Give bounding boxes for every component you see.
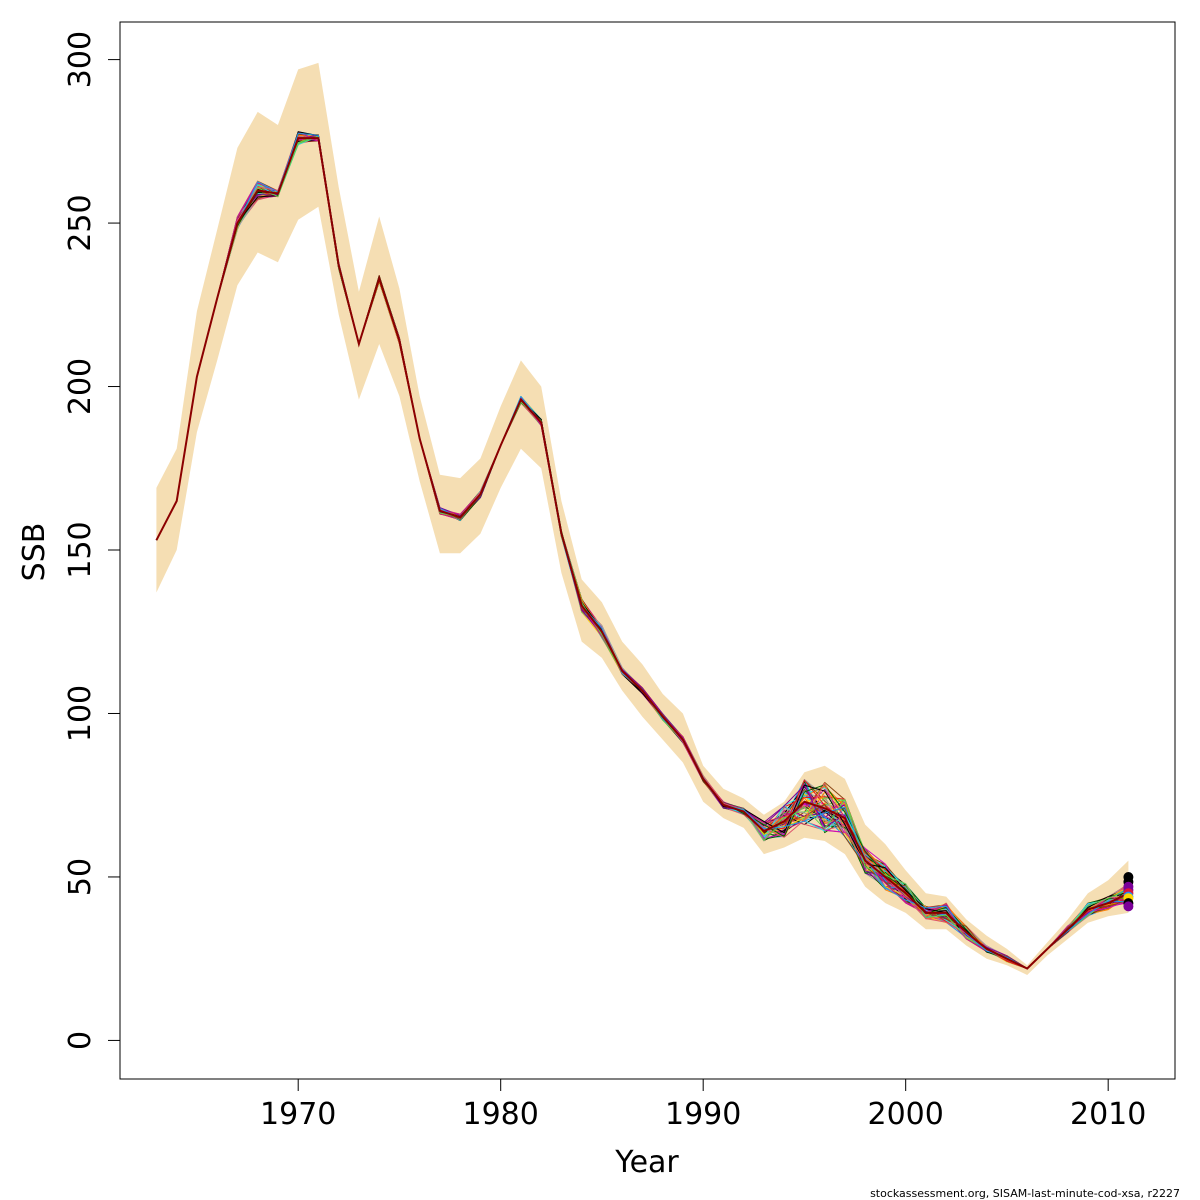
- confidence-band-layer: [156, 62, 1129, 975]
- y-tick-label: 150: [63, 521, 98, 578]
- x-axis-title: Year: [614, 1145, 679, 1180]
- y-tick-label: 0: [63, 1031, 98, 1050]
- x-tick-label: 1990: [665, 1097, 741, 1132]
- x-axis: 1970 1980 1990 2000 2010: [260, 1079, 1146, 1132]
- footnote: stockassessment.org, SISAM-last-minute-c…: [870, 1187, 1180, 1200]
- endpoint-points-layer: [1123, 872, 1134, 912]
- y-tick-label: 300: [63, 31, 98, 88]
- y-tick-label: 100: [63, 685, 98, 742]
- x-tick-label: 2000: [868, 1097, 944, 1132]
- x-tick-label: 1980: [463, 1097, 539, 1132]
- confidence-band: [156, 62, 1129, 975]
- x-tick-label: 2010: [1070, 1097, 1146, 1132]
- ssb-estimate-line: [155, 137, 1129, 970]
- retrospective-lines-layer: [155, 131, 1129, 970]
- y-axis: 0 50 100 150 200 250 300: [63, 31, 120, 1050]
- y-tick-label: 200: [63, 358, 98, 415]
- y-axis-title: SSB: [17, 523, 52, 582]
- x-tick-label: 1970: [260, 1097, 336, 1132]
- y-tick-label: 50: [63, 858, 98, 896]
- endpoint-point: [1123, 901, 1134, 912]
- y-tick-label: 250: [63, 194, 98, 251]
